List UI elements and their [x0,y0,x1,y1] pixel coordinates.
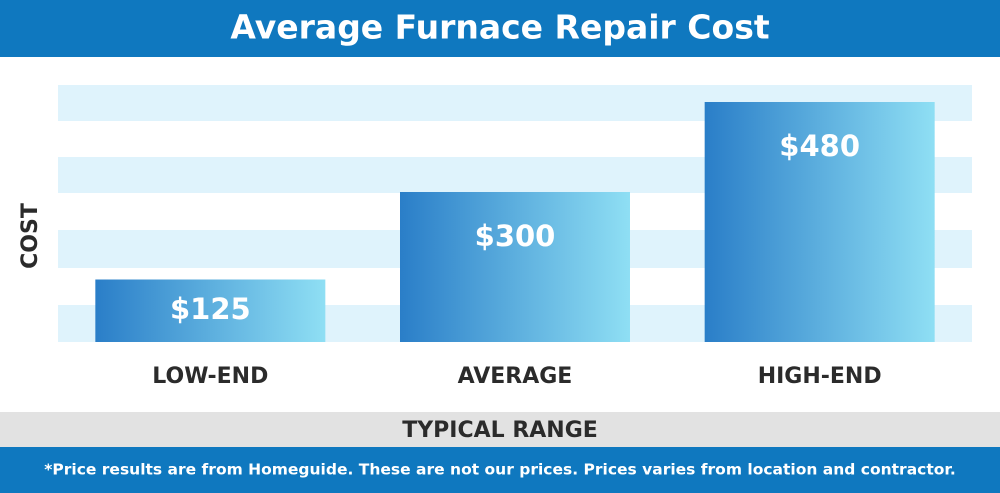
y-axis-label: COST [18,203,43,269]
bar [95,279,326,342]
value-label: $480 [779,129,860,163]
bar [400,192,630,342]
value-label: $300 [475,219,556,253]
footer-bar [0,447,1000,493]
footnote: *Price results are from Homeguide. These… [44,461,955,479]
chart-title: Average Furnace Repair Cost [230,8,769,47]
x-axis-label: TYPICAL RANGE [402,418,598,443]
x-tick-label: LOW-END [152,364,268,389]
title-bar [0,0,1000,57]
value-label: $125 [170,292,251,326]
x-tick-label: HIGH-END [758,364,882,389]
bar [704,102,935,342]
x-label-band [0,412,1000,447]
x-tick-label: AVERAGE [458,364,573,389]
